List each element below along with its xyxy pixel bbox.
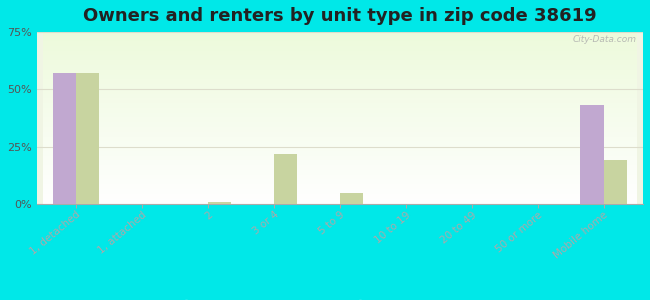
Bar bbox=[53, 73, 76, 204]
Bar bbox=[76, 73, 99, 204]
Bar bbox=[580, 105, 603, 204]
Bar bbox=[340, 193, 363, 204]
Bar bbox=[208, 202, 231, 204]
Legend: Owner occupied units, Renter occupied units: Owner occupied units, Renter occupied un… bbox=[169, 296, 510, 300]
Bar bbox=[603, 160, 627, 204]
Title: Owners and renters by unit type in zip code 38619: Owners and renters by unit type in zip c… bbox=[83, 7, 597, 25]
Bar bbox=[274, 154, 297, 204]
Text: City-Data.com: City-Data.com bbox=[573, 35, 637, 44]
